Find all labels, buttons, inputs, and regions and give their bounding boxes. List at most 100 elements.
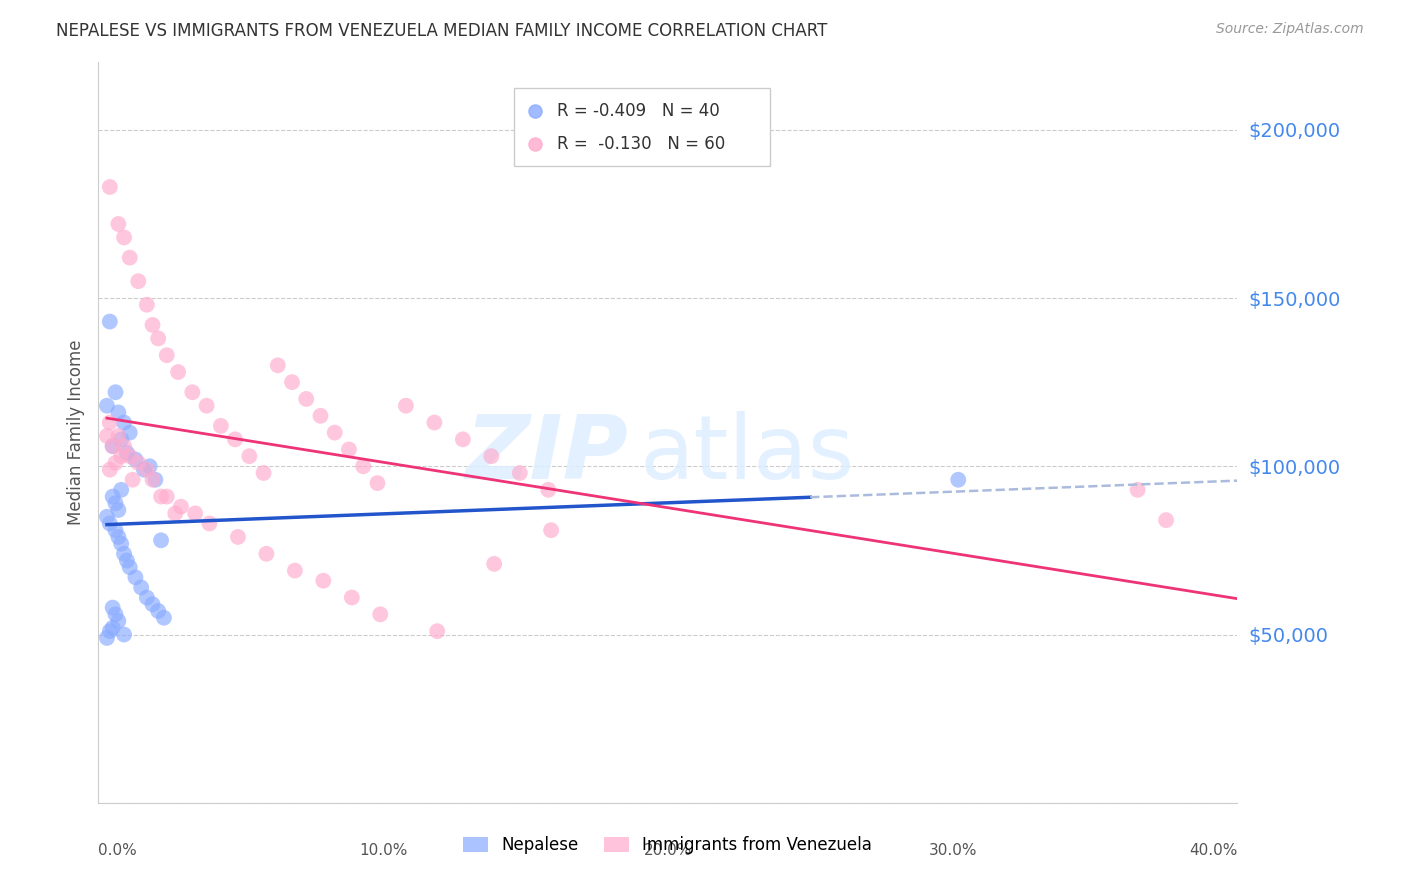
Point: [112, 627, 135, 641]
Point: [115, 446, 138, 460]
Point: [238, 449, 260, 463]
Point: [135, 298, 157, 312]
Point: [118, 560, 141, 574]
Point: [170, 500, 193, 514]
Point: [165, 507, 187, 521]
Point: [141, 318, 163, 332]
Point: [115, 553, 138, 567]
Point: [482, 557, 505, 571]
Point: [337, 442, 360, 457]
Text: 20.0%: 20.0%: [644, 843, 692, 858]
Text: Source: ZipAtlas.com: Source: ZipAtlas.com: [1216, 22, 1364, 37]
Point: [118, 449, 141, 463]
Point: [1126, 483, 1149, 497]
Point: [96, 631, 118, 645]
Point: [112, 439, 135, 453]
Point: [148, 604, 170, 618]
Point: [209, 418, 232, 433]
Text: NEPALESE VS IMMIGRANTS FROM VENEZUELA MEDIAN FAMILY INCOME CORRELATION CHART: NEPALESE VS IMMIGRANTS FROM VENEZUELA ME…: [56, 22, 828, 40]
Point: [423, 416, 446, 430]
Point: [98, 180, 121, 194]
Point: [145, 473, 167, 487]
Point: [107, 530, 129, 544]
Text: 30.0%: 30.0%: [928, 843, 977, 858]
Point: [110, 433, 132, 447]
Point: [252, 466, 274, 480]
Point: [141, 597, 163, 611]
Point: [156, 348, 179, 362]
Point: [112, 230, 135, 244]
Point: [181, 385, 204, 400]
Point: [107, 503, 129, 517]
Point: [107, 429, 129, 443]
Point: [101, 600, 124, 615]
Text: R =  -0.130   N = 60: R = -0.130 N = 60: [557, 135, 725, 153]
Point: [107, 217, 129, 231]
Point: [104, 385, 127, 400]
Point: [96, 509, 118, 524]
Point: [104, 523, 127, 537]
Point: [167, 365, 190, 379]
Point: [112, 416, 135, 430]
Point: [98, 462, 121, 476]
Point: [135, 591, 157, 605]
Point: [309, 409, 332, 423]
Text: ZIP: ZIP: [465, 411, 628, 499]
Point: [352, 459, 374, 474]
Point: [295, 392, 318, 406]
Text: R = -0.409   N = 40: R = -0.409 N = 40: [557, 102, 720, 120]
Legend: Nepalese, Immigrants from Venezuela: Nepalese, Immigrants from Venezuela: [457, 830, 879, 861]
Point: [104, 496, 127, 510]
Point: [537, 483, 560, 497]
Point: [340, 591, 363, 605]
Point: [124, 452, 146, 467]
Point: [479, 449, 502, 463]
Point: [107, 614, 129, 628]
Point: [101, 439, 124, 453]
Point: [254, 547, 277, 561]
Point: [141, 473, 163, 487]
Point: [156, 490, 179, 504]
Point: [395, 399, 418, 413]
Y-axis label: Median Family Income: Median Family Income: [66, 340, 84, 525]
Point: [121, 473, 143, 487]
Point: [127, 274, 149, 288]
Point: [312, 574, 335, 588]
Point: [509, 466, 531, 480]
Text: 40.0%: 40.0%: [1189, 843, 1237, 858]
Point: [98, 416, 121, 430]
Point: [127, 456, 149, 470]
Point: [98, 314, 121, 328]
Point: [135, 462, 157, 476]
Point: [101, 490, 124, 504]
Point: [98, 624, 121, 639]
Point: [1178, 796, 1201, 810]
Point: [153, 610, 176, 624]
Point: [195, 399, 218, 413]
Point: [540, 523, 562, 537]
Point: [198, 516, 221, 531]
Point: [138, 459, 160, 474]
Point: [150, 533, 173, 548]
Point: [124, 570, 146, 584]
Point: [129, 581, 152, 595]
Point: [107, 405, 129, 419]
Point: [104, 456, 127, 470]
FancyBboxPatch shape: [515, 88, 770, 166]
Point: [426, 624, 449, 639]
Point: [118, 425, 141, 440]
Point: [104, 607, 127, 622]
Point: [366, 476, 388, 491]
Point: [96, 429, 118, 443]
Point: [148, 331, 170, 345]
Point: [184, 507, 207, 521]
Point: [110, 536, 132, 550]
Point: [98, 516, 121, 531]
Point: [323, 425, 346, 440]
Point: [112, 547, 135, 561]
Point: [101, 621, 124, 635]
Point: [948, 473, 970, 487]
Point: [1154, 513, 1177, 527]
Point: [110, 483, 132, 497]
Text: 10.0%: 10.0%: [359, 843, 408, 858]
